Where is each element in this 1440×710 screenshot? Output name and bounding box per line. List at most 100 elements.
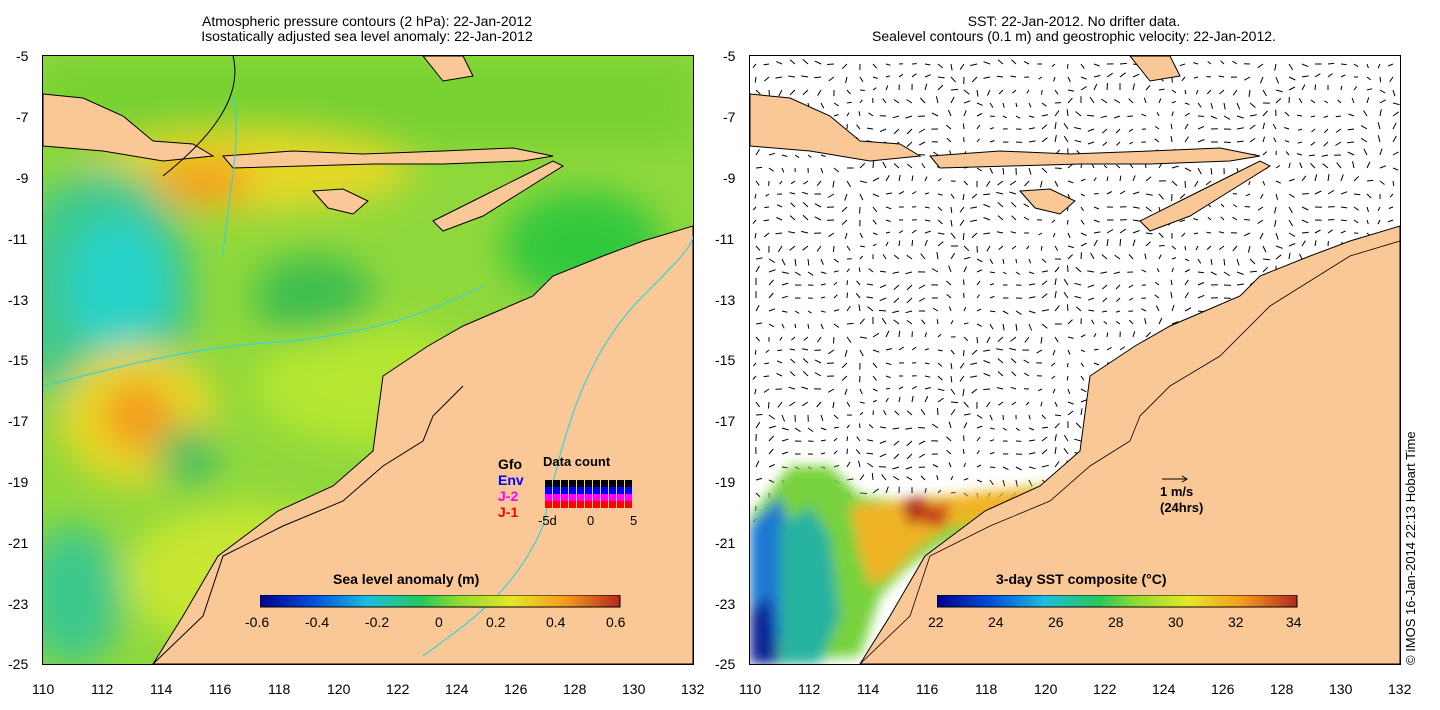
velocity-arrow xyxy=(844,388,848,395)
velocity-arrow xyxy=(937,84,944,91)
nusa-tenggara-right xyxy=(928,147,1261,169)
velocity-arrow xyxy=(1155,305,1160,312)
velocity-arrow xyxy=(1195,245,1199,251)
velocity-arrow xyxy=(1067,319,1073,325)
velocity-arrow xyxy=(1106,346,1112,351)
velocity-arrow xyxy=(1087,284,1095,288)
velocity-arrow xyxy=(1067,410,1074,416)
velocity-arrow xyxy=(1080,375,1085,381)
velocity-arrow xyxy=(803,180,809,185)
right-x-tick: 120 xyxy=(1034,681,1058,697)
velocity-arrow xyxy=(1248,180,1251,186)
velocity-arrow xyxy=(858,111,861,117)
right-x-tick: 118 xyxy=(975,681,998,697)
velocity-arrow xyxy=(1275,89,1283,93)
velocity-arrow xyxy=(802,202,809,208)
velocity-arrow xyxy=(971,193,978,199)
velocity-arrow xyxy=(1249,124,1256,130)
velocity-arrow xyxy=(1218,231,1225,234)
velocity-arrow xyxy=(755,149,760,156)
velocity-arrow xyxy=(1392,122,1397,130)
velocity-arrow xyxy=(872,87,877,91)
left-x-tick: 118 xyxy=(268,681,291,697)
velocity-arrow xyxy=(1205,180,1212,186)
velocity-arrow xyxy=(1197,258,1202,264)
velocity-arrow xyxy=(1366,193,1372,199)
velocity-arrow xyxy=(859,76,864,82)
velocity-arrow xyxy=(872,193,880,198)
velocity-arrow xyxy=(1028,414,1031,420)
velocity-arrow xyxy=(1091,319,1095,325)
velocity-arrow xyxy=(997,336,1004,342)
velocity-arrow xyxy=(1377,206,1381,212)
velocity-arrow xyxy=(959,219,965,226)
velocity-arrow xyxy=(924,176,928,182)
right-map-panel[interactable]: 1 m/s (24hrs) 3-day SST composite (°C) xyxy=(749,55,1401,665)
velocity-arrow xyxy=(781,427,789,431)
data-count-bar-segment xyxy=(577,501,584,508)
velocity-arrow xyxy=(1288,162,1291,169)
velocity-arrow xyxy=(882,254,887,260)
velocity-arrow xyxy=(1132,83,1135,91)
velocity-arrow xyxy=(1002,102,1005,108)
velocity-arrow xyxy=(1028,452,1036,455)
velocity-arrow xyxy=(1310,163,1316,169)
velocity-arrow xyxy=(1075,266,1082,273)
velocity-arrow xyxy=(924,332,928,338)
velocity-arrow xyxy=(763,232,770,238)
velocity-arrow xyxy=(950,88,959,91)
velocity-arrow xyxy=(859,318,865,325)
velocity-arrow xyxy=(1388,206,1394,209)
velocity-arrow xyxy=(1262,122,1265,130)
velocity-arrow xyxy=(1015,323,1018,331)
velocity-arrow xyxy=(768,269,776,273)
velocity-arrow xyxy=(1015,310,1022,315)
velocity-arrow xyxy=(970,362,978,365)
velocity-arrow xyxy=(976,308,982,312)
velocity-arrow xyxy=(931,423,939,429)
velocity-arrow xyxy=(1223,102,1226,110)
velocity-arrow xyxy=(802,370,809,377)
left-map-panel[interactable]: Sea level anomaly (m) Gfo Env J-2 J-1 Da… xyxy=(42,55,694,665)
data-count-bar-segment xyxy=(601,487,608,494)
velocity-arrow xyxy=(1284,140,1290,143)
velocity-arrow xyxy=(1080,178,1086,182)
velocity-arrow xyxy=(1119,346,1126,351)
velocity-arrow xyxy=(781,323,785,329)
velocity-arrow xyxy=(832,180,835,188)
velocity-arrow xyxy=(1028,271,1035,275)
velocity-arrow xyxy=(997,202,1004,208)
velocity-arrow xyxy=(1259,76,1264,84)
velocity-arrow xyxy=(1288,206,1293,214)
velocity-arrow xyxy=(1366,88,1373,91)
velocity-arrow xyxy=(1102,297,1108,303)
velocity-arrow xyxy=(1244,219,1251,221)
left-x-tick: 122 xyxy=(386,681,410,697)
velocity-arrow xyxy=(1054,245,1059,251)
velocity-arrow xyxy=(1171,257,1177,260)
velocity-arrow xyxy=(937,375,943,381)
velocity-arrow xyxy=(1232,60,1238,65)
velocity-arrow xyxy=(879,128,887,133)
velocity-arrow xyxy=(1340,63,1347,66)
velocity-arrow xyxy=(1389,193,1394,198)
velocity-arrow xyxy=(937,333,942,338)
velocity-arrow xyxy=(1301,206,1309,211)
velocity-arrow xyxy=(866,283,874,286)
velocity-arrow xyxy=(892,271,900,274)
velocity-arrow xyxy=(1066,219,1069,225)
velocity-arrow xyxy=(820,310,826,313)
velocity-arrow xyxy=(950,409,956,416)
velocity-arrow xyxy=(752,63,757,69)
velocity-arrow xyxy=(881,317,887,325)
velocity-arrow xyxy=(1299,162,1303,169)
velocity-arrow xyxy=(1249,270,1257,273)
velocity-arrow xyxy=(1074,295,1082,299)
velocity-arrow xyxy=(898,346,905,351)
velocity-arrow xyxy=(794,323,797,329)
velocity-arrow xyxy=(976,294,980,299)
velocity-arrow xyxy=(1327,219,1335,221)
velocity-arrow xyxy=(859,423,861,429)
velocity-arrow xyxy=(1310,115,1316,118)
velocity-arrow xyxy=(1067,362,1069,368)
